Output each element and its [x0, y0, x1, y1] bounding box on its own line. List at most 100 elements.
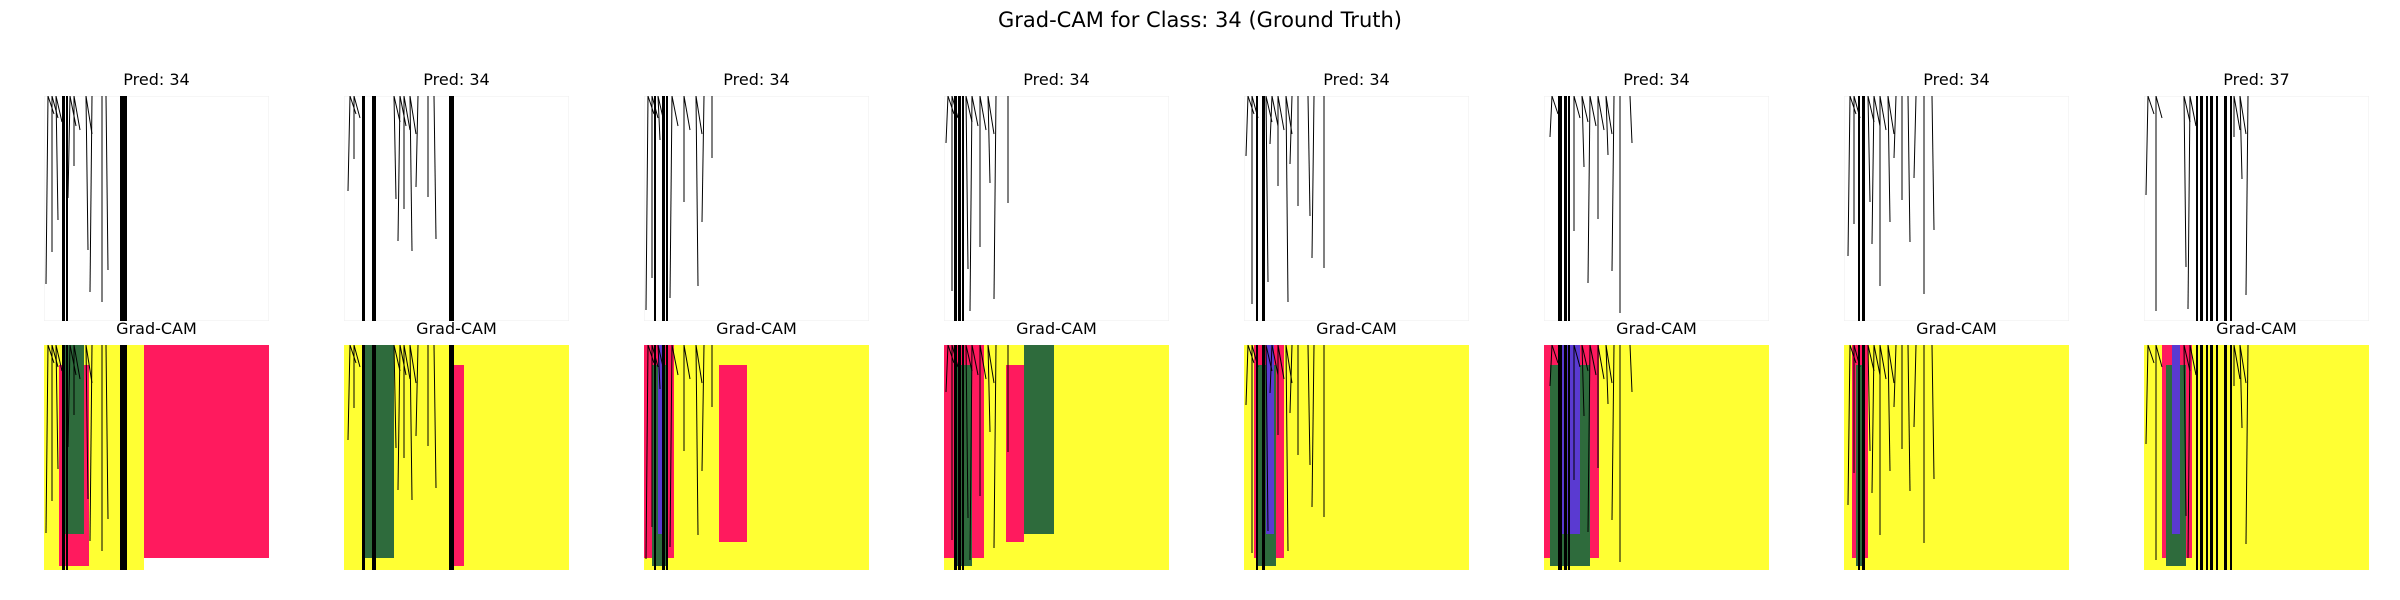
pred-title: Pred: 34	[1023, 70, 1090, 89]
gradcam-title: Grad-CAM	[1016, 319, 1097, 338]
stroke-thick	[449, 96, 454, 321]
stroke-branch	[1853, 345, 1861, 368]
input-background	[44, 96, 269, 321]
stroke-thick	[1862, 345, 1865, 570]
stroke-thin	[347, 96, 351, 192]
stroke-thick	[2200, 96, 2203, 321]
stroke-branch	[1271, 96, 1279, 127]
stroke-branch	[1879, 96, 1887, 131]
stroke-thin	[85, 345, 89, 500]
stroke-thin	[393, 345, 397, 449]
stroke-thin	[1311, 96, 1315, 259]
stroke-thin	[1907, 345, 1911, 492]
stroke-branch	[947, 96, 955, 115]
stroke-thin	[105, 96, 109, 271]
stroke-thick	[958, 345, 961, 570]
stroke-branch	[1573, 345, 1581, 368]
stroke-thin	[1847, 345, 1851, 506]
stroke-thin	[2239, 96, 2243, 180]
stroke-thin	[645, 96, 649, 311]
stroke-thin	[965, 345, 969, 519]
stroke-thin	[657, 345, 661, 390]
pred-title: Pred: 34	[723, 70, 790, 89]
input-image	[1244, 96, 1469, 321]
stroke-thin	[657, 96, 661, 141]
stroke-thin	[45, 96, 49, 285]
stroke-thin	[89, 345, 93, 542]
pred-title: Pred: 34	[123, 70, 190, 89]
stroke-thin	[945, 345, 949, 393]
stroke-thick	[2196, 96, 2198, 321]
stroke-thin	[695, 345, 699, 536]
stroke-branch	[69, 345, 77, 376]
stroke-branch	[1879, 345, 1887, 380]
stroke-thin	[85, 96, 89, 251]
stroke-branch	[1581, 96, 1589, 123]
stroke-thick	[1256, 345, 1258, 570]
stroke-branch	[1867, 96, 1875, 123]
stroke-thin	[55, 96, 59, 221]
stroke-branch	[671, 96, 679, 127]
stroke-branch	[2233, 96, 2241, 131]
stroke-branch	[1605, 345, 1613, 384]
gradcam-heatmap	[44, 345, 269, 570]
stroke-branch	[657, 345, 665, 372]
stroke-thick	[1564, 96, 1567, 321]
gradcam-title: Grad-CAM	[2216, 319, 2297, 338]
gradcam-title: Grad-CAM	[1616, 319, 1697, 338]
stroke-branch	[1277, 96, 1285, 131]
stroke-thin	[669, 345, 673, 548]
stroke-branch	[2155, 345, 2163, 368]
stroke-thick	[2210, 96, 2213, 321]
gradcam-heatmap	[1844, 345, 2069, 570]
stroke-thick	[125, 96, 127, 321]
stroke-branch	[1277, 345, 1285, 380]
pred-title: Pred: 34	[423, 70, 490, 89]
input-image	[1844, 96, 2069, 321]
stroke-branch	[947, 345, 955, 364]
gradcam-title: Grad-CAM	[716, 319, 797, 338]
cam-region	[719, 365, 747, 542]
stroke-branch	[403, 96, 411, 131]
stroke-branch	[2239, 96, 2247, 135]
cam-region	[1844, 345, 2069, 570]
stroke-thick	[666, 96, 668, 321]
stroke-branch	[2155, 96, 2163, 119]
stroke-thin	[415, 96, 419, 188]
stroke-branch	[695, 345, 703, 384]
stroke-thick	[666, 345, 668, 570]
stroke-thick	[1858, 345, 1860, 570]
stroke-branch	[73, 345, 81, 380]
stroke-branch	[2183, 345, 2191, 372]
stroke-thick	[2196, 345, 2198, 570]
pred-title: Pred: 34	[1323, 70, 1390, 89]
stroke-thin	[1307, 345, 1311, 466]
stroke-branch	[47, 345, 55, 364]
stroke-branch	[987, 345, 995, 384]
stroke-branch	[2147, 96, 2155, 115]
stroke-thin	[993, 345, 997, 549]
input-background	[644, 96, 869, 321]
stroke-branch	[979, 96, 987, 131]
stroke-thin	[1867, 96, 1871, 203]
stroke-thin	[2145, 96, 2149, 196]
cam-region	[644, 345, 869, 570]
stroke-branch	[2147, 345, 2155, 364]
stroke-branch	[1887, 345, 1895, 384]
stroke-branch	[399, 96, 407, 127]
stroke-thick	[66, 96, 68, 321]
stroke-thick	[2224, 96, 2227, 321]
stroke-thin	[347, 345, 351, 441]
stroke-thin	[2239, 345, 2243, 429]
stroke-thick	[2210, 345, 2213, 570]
stroke-thin	[1893, 345, 1897, 408]
stroke-thin	[987, 345, 991, 433]
stroke-thin	[1311, 345, 1315, 508]
stroke-branch	[1849, 345, 1857, 364]
stroke-thin	[1913, 96, 1917, 179]
stroke-branch	[971, 345, 979, 376]
stroke-branch	[85, 345, 93, 384]
pred-title: Pred: 37	[2223, 70, 2290, 89]
stroke-thin	[969, 345, 973, 561]
stroke-branch	[393, 96, 401, 123]
